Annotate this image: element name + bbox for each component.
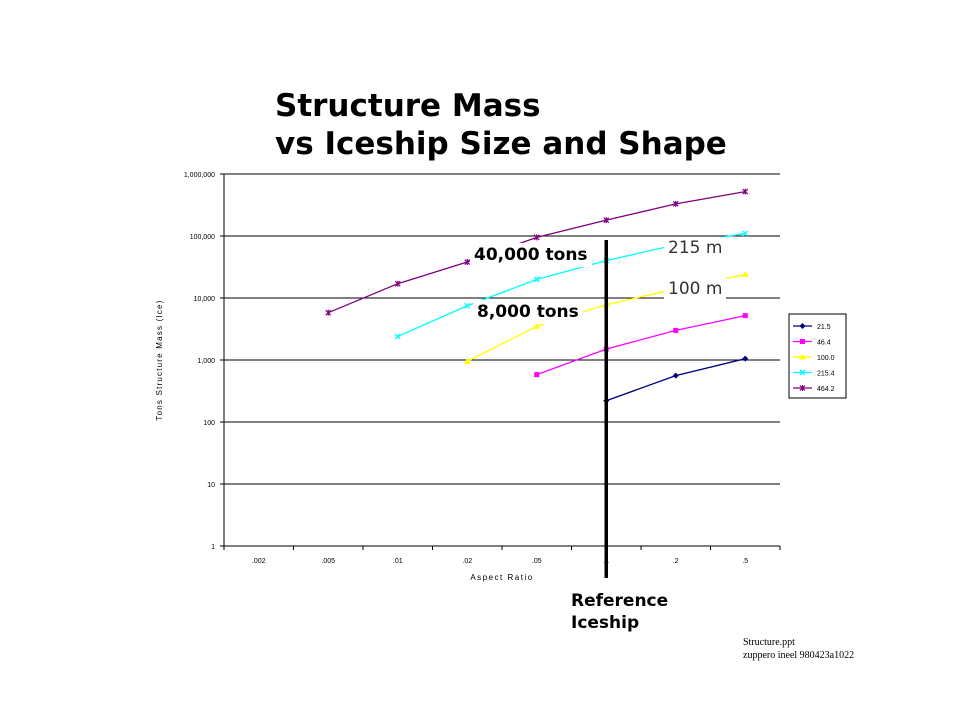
y-tick-label: 1,000,000 [184,172,215,179]
y-axis-title: Tons Structure Mass (Ice) [155,299,164,420]
data-point [533,234,540,241]
y-tick-label: 100,000 [190,234,215,241]
data-point [463,357,471,364]
x-tick-label: .002 [252,558,266,565]
callout-40000-tons: 40,000 tons [470,243,592,267]
legend-label: 464.2 [817,386,835,393]
legend-box [788,313,847,399]
series-21-5 [603,355,749,404]
legend-entry: 21.5 [793,323,831,331]
data-point [394,333,401,340]
y-tick-label: 1,000 [197,358,215,365]
data-point [799,353,806,360]
legend-entry: 464.2 [793,385,835,393]
x-tick-label: .5 [742,558,748,565]
x-tick-label: .005 [321,558,335,565]
data-point [533,322,541,329]
data-point [464,259,471,266]
data-point [464,302,471,309]
y-tick-label: 10,000 [194,296,216,303]
y-tick-label: 1 [211,544,215,551]
data-point [800,339,805,344]
x-tick-label: .2 [673,558,679,565]
data-point [672,200,679,207]
callout-100-m: 100 m [664,278,727,300]
data-point [394,280,401,287]
x-tick-label: .02 [462,558,472,565]
data-point [799,323,806,329]
data-point [742,355,749,362]
gridlines [224,173,780,485]
legend: 21.5 46.4 100.0 215.4 464.2 [788,313,847,399]
data-point [742,313,748,319]
callout-8000-tons: 8,000 tons [473,300,583,324]
data-point [742,188,749,195]
tick-labels: 1 10 100 1,000 10,000 100,000 1,000,000 .002 .00… [184,172,781,565]
reference-label-line-1: Reference [571,591,669,611]
legend-entry: 215.4 [793,369,835,378]
data-point [741,270,749,277]
title-line-2: vs Iceship Size and Shape [275,126,727,162]
reference-iceship-label: Reference Iceship [571,590,668,634]
series-464-2 [325,188,749,316]
x-tick-label: .01 [393,558,403,565]
reference-label-line-2: Iceship [571,613,640,633]
data-point [325,309,332,316]
footer-line-1: Structure.ppt [743,637,795,648]
data-point [799,369,806,376]
x-tick-label: .05 [532,558,542,565]
data-point [742,230,749,237]
y-tick-label: 10 [207,482,215,489]
legend-label: 100.0 [817,355,835,362]
footer-note: Structure.ppt zuppero ineel 980423a1022 [743,636,854,662]
data-point [672,372,679,379]
legend-label: 21.5 [817,324,831,331]
data-point [673,327,679,333]
chart-title: Structure Mass vs Iceship Size and Shape [275,87,795,163]
callout-215-m: 215 m [664,237,727,259]
data-point [533,276,540,283]
title-line-1: Structure Mass [275,88,541,124]
y-tick-label: 100 [203,420,215,427]
data-point [534,372,540,378]
legend-label: 215.4 [817,371,835,378]
data-point [799,385,806,391]
data-point [603,217,610,224]
legend-entry: 46.4 [793,339,831,347]
legend-entry: 100.0 [793,353,835,362]
x-axis-title: Aspect Ratio [470,573,533,582]
footer-line-2: zuppero ineel 980423a1022 [743,650,855,661]
series-line [606,358,746,402]
series-line [536,314,746,376]
legend-label: 46.4 [817,340,831,347]
